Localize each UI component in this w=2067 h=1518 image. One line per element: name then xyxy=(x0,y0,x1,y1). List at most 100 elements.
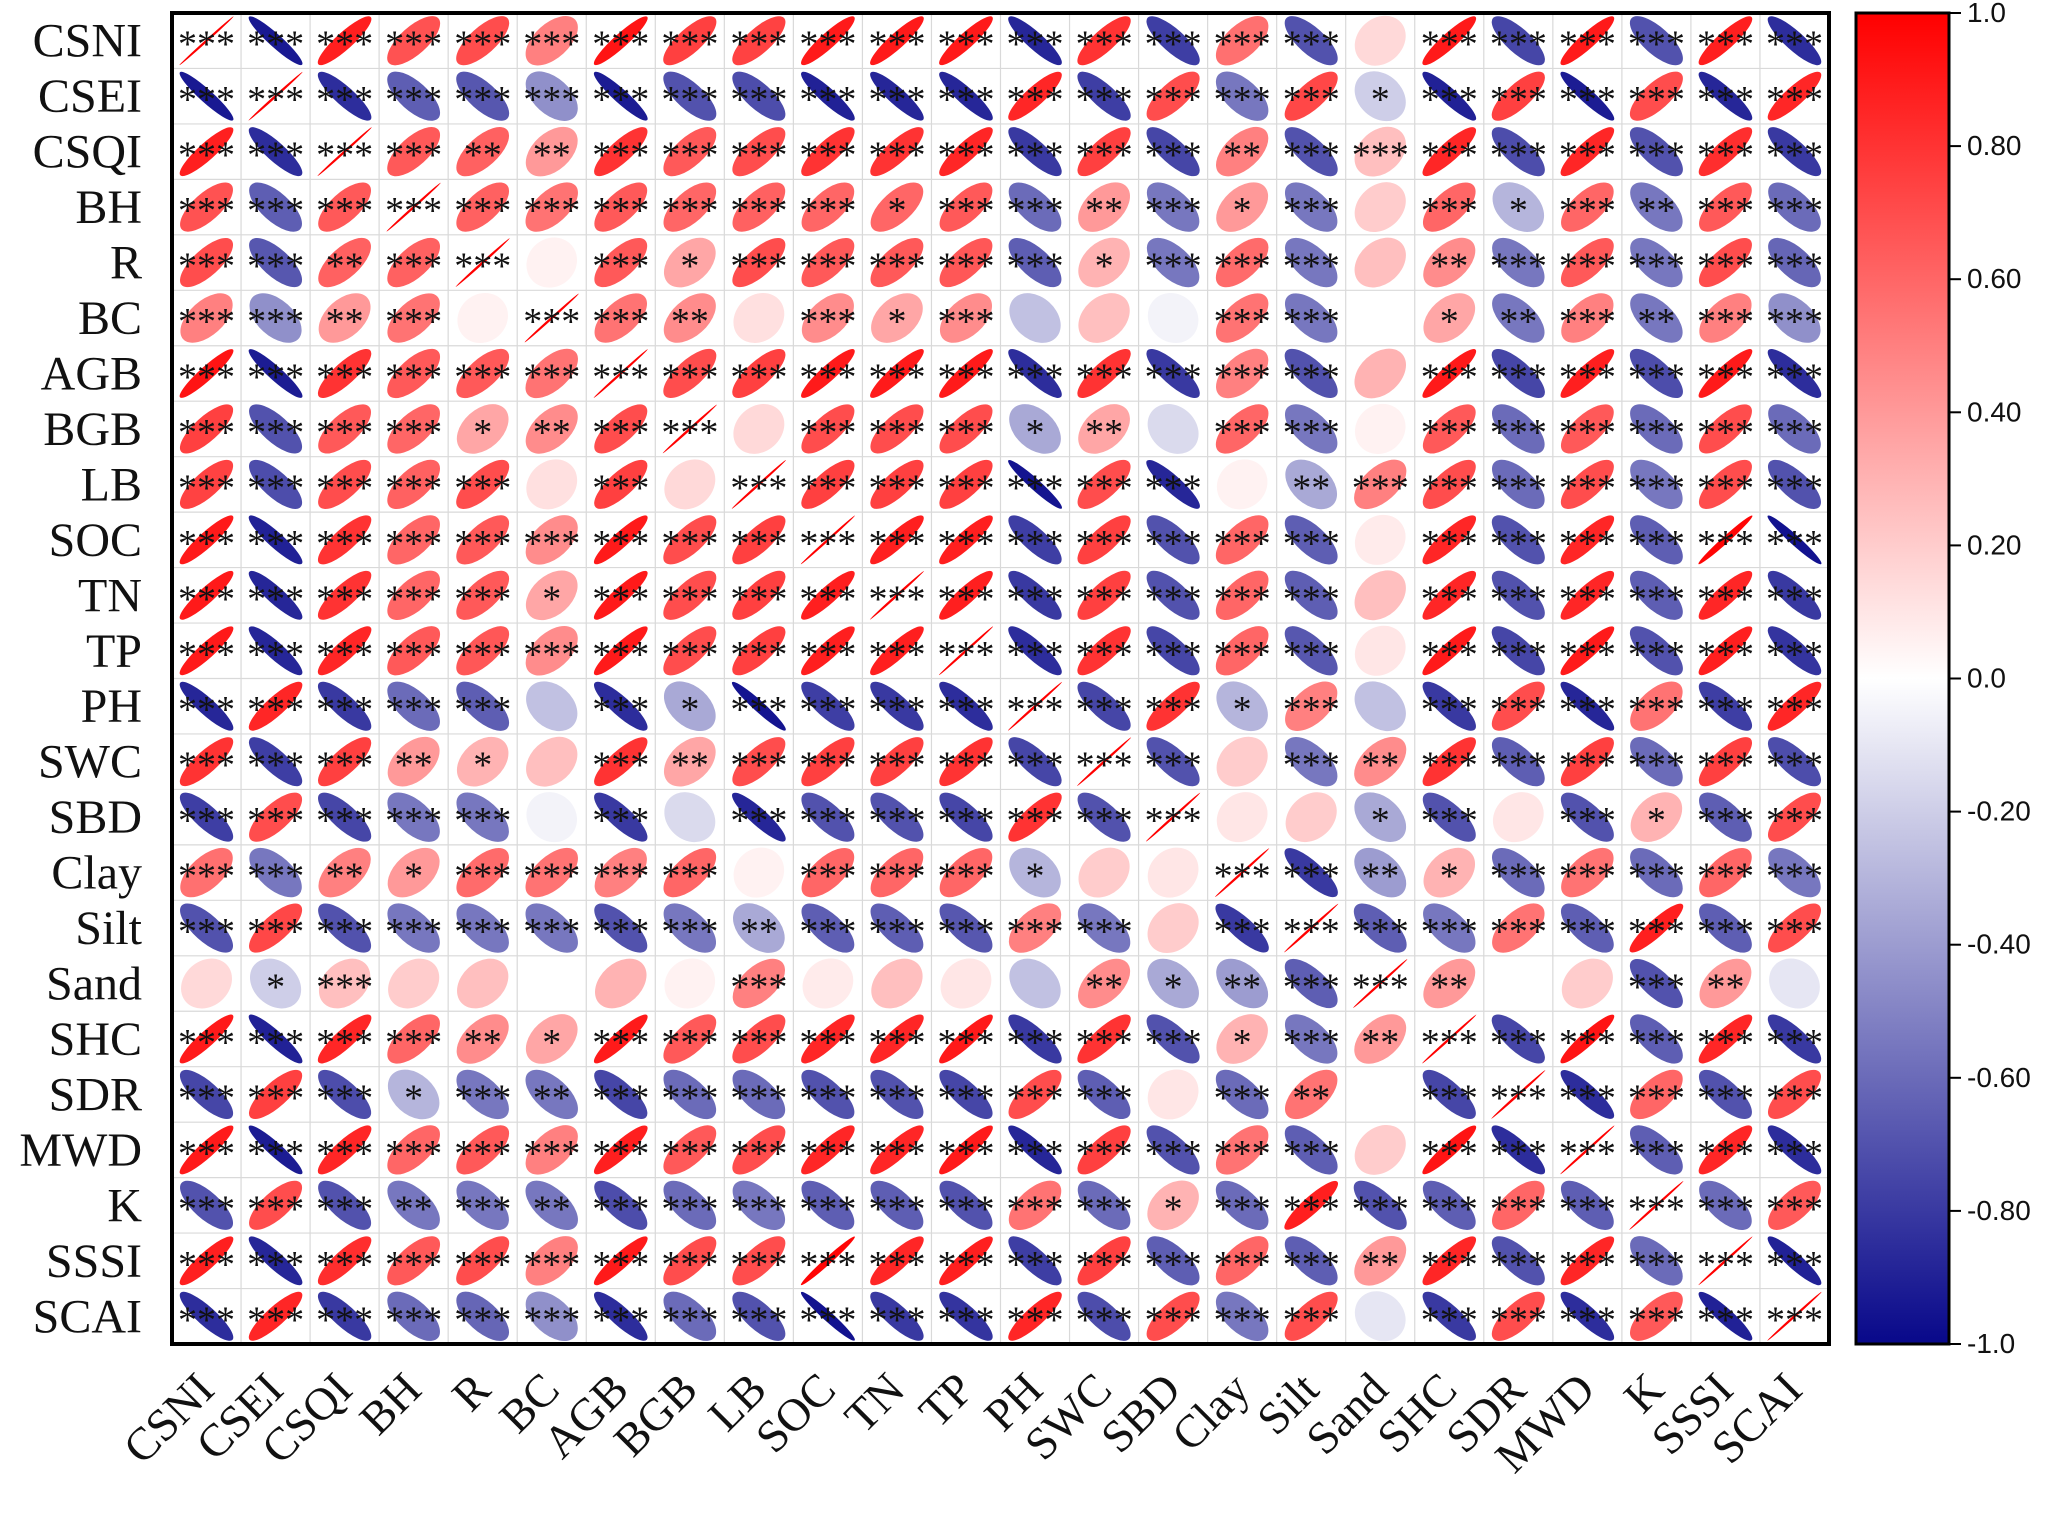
corr-ellipse-k-ph xyxy=(1008,1180,1062,1231)
corr-ellipse-sand-tn xyxy=(871,958,923,1009)
corr-ellipse-scai-lb xyxy=(732,1291,786,1341)
corr-ellipse-bc-agb xyxy=(594,293,647,343)
corr-ellipse-bc-r xyxy=(457,292,508,344)
row-label-bh: BH xyxy=(75,181,142,234)
sig-mark-silt-swc: *** xyxy=(1076,911,1133,953)
corr-ellipse-tn-csei xyxy=(248,570,303,620)
corr-ellipse-scai-csqi xyxy=(317,1291,372,1341)
colorbar-tick-label: -0.60 xyxy=(1967,1062,2031,1093)
sig-mark-shc-sssi: *** xyxy=(1697,1022,1754,1064)
row-label-sbd: SBD xyxy=(49,791,142,844)
corr-ellipse-ph-tn xyxy=(870,681,924,731)
sig-mark-clay-sssi: *** xyxy=(1697,856,1754,898)
sig-mark-sbd-sbd: *** xyxy=(1145,800,1202,842)
sig-mark-tp-sdr: *** xyxy=(1490,634,1547,676)
corr-ellipse-sssi-lb xyxy=(732,1236,786,1286)
corr-ellipse-silt-sssi xyxy=(1699,903,1752,953)
corr-ellipse-r-bh xyxy=(387,237,441,288)
corr-ellipse-sand-r xyxy=(457,958,509,1009)
sig-mark-csqi-tn: *** xyxy=(868,135,925,177)
corr-ellipse-scai-csei xyxy=(248,1291,303,1341)
corr-ellipse-sdr-lb xyxy=(732,1069,786,1120)
sig-mark-sdr-agb: *** xyxy=(592,1077,649,1119)
corr-ellipse-csei-bh xyxy=(387,71,441,121)
sig-mark-k-bc: ** xyxy=(533,1188,571,1230)
corr-ellipse-sbd-clay xyxy=(1216,792,1268,843)
sig-mark-scai-sdr: *** xyxy=(1490,1299,1547,1341)
sig-mark-k-shc: *** xyxy=(1421,1188,1478,1230)
sig-mark-agb-scai: *** xyxy=(1766,356,1823,398)
sig-mark-bc-mwd: *** xyxy=(1559,301,1616,343)
corr-ellipse-scai-mwd xyxy=(1560,1291,1615,1341)
sig-mark-lb-bh: *** xyxy=(385,467,442,509)
corr-ellipse-soc-k xyxy=(1629,515,1683,565)
corr-ellipse-lb-bgb xyxy=(664,459,716,510)
corr-ellipse-mwd-clay xyxy=(1215,1125,1269,1175)
corr-ellipse-r-sdr xyxy=(1492,237,1545,288)
sig-mark-lb-swc: *** xyxy=(1076,467,1133,509)
corr-ellipse-sbd-sdr xyxy=(1492,792,1544,843)
corr-ellipse-mwd-swc xyxy=(1077,1125,1131,1175)
corr-ellipse-ph-soc xyxy=(801,681,855,731)
corr-ellipse-csni-sdr xyxy=(1491,16,1545,66)
corr-ellipse-tn-r xyxy=(456,570,510,620)
sig-mark-k-sbd: * xyxy=(1164,1188,1183,1230)
sig-mark-sdr-mwd: *** xyxy=(1559,1077,1616,1119)
sig-mark-clay-csqi: ** xyxy=(326,856,364,898)
corr-ellipse-sdr-swc xyxy=(1077,1069,1131,1120)
corr-ellipse-sssi-bh xyxy=(387,1236,441,1286)
sig-mark-mwd-tn: *** xyxy=(868,1133,925,1175)
corr-ellipse-sssi-k xyxy=(1630,1236,1683,1286)
row-label-scai: SCAI xyxy=(33,1290,142,1343)
sig-mark-sand-clay: ** xyxy=(1223,967,1261,1009)
sig-mark-k-sand: *** xyxy=(1352,1188,1409,1230)
corr-ellipse-tp-sdr xyxy=(1491,626,1545,676)
sig-mark-mwd-sdr: *** xyxy=(1490,1133,1547,1175)
sig-mark-sbd-mwd: *** xyxy=(1559,800,1616,842)
corr-ellipse-csei-r xyxy=(456,71,510,121)
corr-ellipse-r-sbd xyxy=(1146,237,1200,288)
corr-ellipse-swc-silt xyxy=(1284,737,1338,787)
sig-mark-bh-tn: * xyxy=(887,190,906,232)
corr-ellipse-scai-scai xyxy=(1767,1291,1822,1341)
corr-ellipse-bgb-clay xyxy=(1215,404,1269,454)
corr-ellipse-r-bc xyxy=(526,237,578,288)
corr-ellipse-mwd-r xyxy=(456,1125,510,1175)
column-label-soc: SOC xyxy=(746,1363,845,1462)
sig-mark-soc-sssi: *** xyxy=(1697,523,1754,565)
sig-mark-csei-lb: *** xyxy=(730,79,787,121)
corr-ellipse-k-sbd xyxy=(1147,1180,1199,1231)
corr-ellipse-ph-agb xyxy=(593,681,648,731)
corr-ellipse-mwd-csei xyxy=(248,1125,303,1175)
corr-ellipse-soc-soc xyxy=(800,515,855,565)
sig-mark-bgb-tp: *** xyxy=(937,412,994,454)
sig-mark-clay-r: *** xyxy=(454,856,511,898)
sig-mark-tn-k: *** xyxy=(1628,578,1685,620)
sig-mark-tp-scai: *** xyxy=(1766,634,1823,676)
column-label-bgb: BGB xyxy=(604,1363,707,1466)
corr-ellipse-bc-silt xyxy=(1284,293,1338,343)
sig-mark-ph-k: *** xyxy=(1628,689,1685,731)
corr-ellipse-sbd-sbd xyxy=(1146,792,1201,842)
sig-mark-swc-sssi: *** xyxy=(1697,745,1754,787)
corr-ellipse-clay-csni xyxy=(180,847,233,898)
corr-ellipse-csei-shc xyxy=(1422,71,1477,121)
sig-mark-clay-mwd: *** xyxy=(1559,856,1616,898)
corr-ellipse-sand-bgb xyxy=(664,958,716,1009)
sig-mark-clay-sand: ** xyxy=(1361,856,1399,898)
corr-ellipse-sand-shc xyxy=(1423,958,1476,1009)
corr-ellipse-bgb-tp xyxy=(939,404,993,454)
corr-ellipse-sdr-mwd xyxy=(1560,1069,1615,1119)
sig-mark-tn-tn: *** xyxy=(868,578,925,620)
corr-ellipse-bgb-csei xyxy=(249,404,303,454)
sig-mark-sand-csqi: *** xyxy=(316,967,373,1009)
corr-ellipse-lb-bh xyxy=(387,459,441,510)
sig-mark-sand-sand: *** xyxy=(1352,967,1409,1009)
sig-mark-shc-csqi: *** xyxy=(316,1022,373,1064)
sig-mark-sssi-lb: *** xyxy=(730,1244,787,1286)
sig-mark-scai-shc: *** xyxy=(1421,1299,1478,1341)
corr-ellipse-sbd-csei xyxy=(249,792,303,842)
sig-mark-sand-k: *** xyxy=(1628,967,1685,1009)
corr-ellipse-agb-k xyxy=(1629,348,1683,399)
corr-ellipse-bc-bc xyxy=(524,293,579,343)
